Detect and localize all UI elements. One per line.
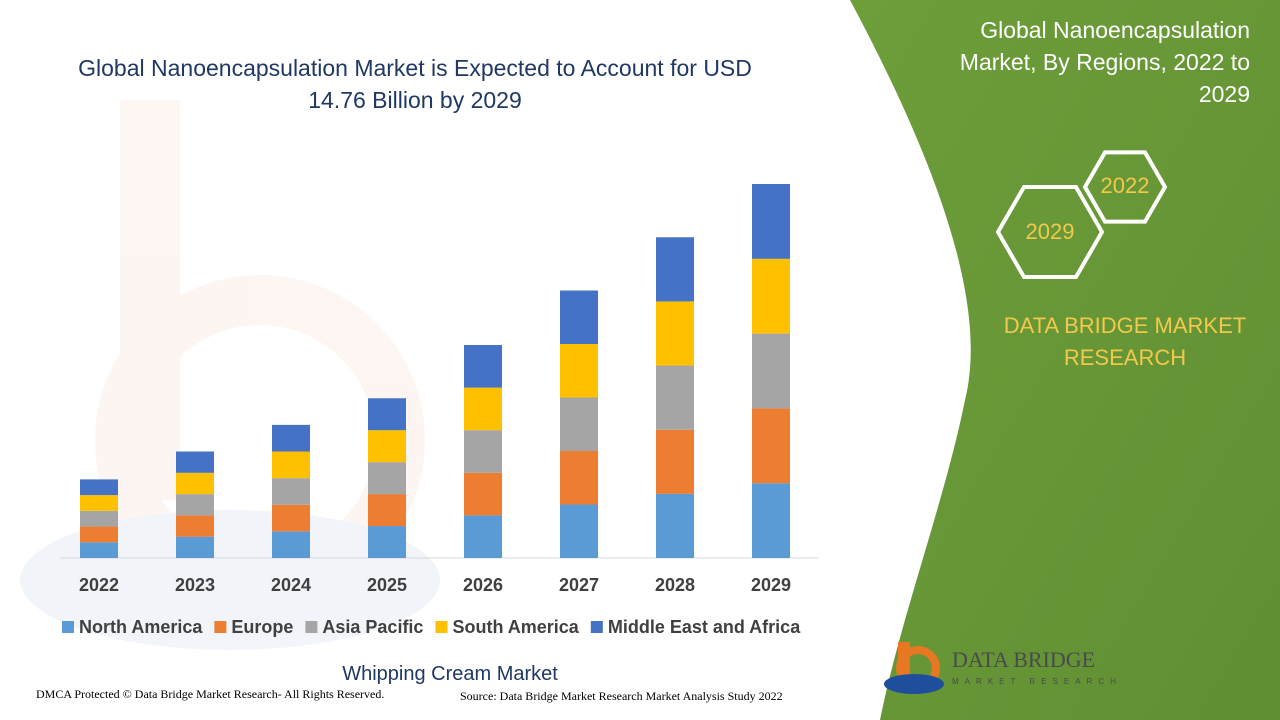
x-tick-label: 2022 <box>79 575 119 595</box>
bar-segment <box>464 515 502 558</box>
legend-swatch <box>305 621 318 633</box>
bar-segment <box>752 408 790 484</box>
logo-tagline: MARKET RESEARCH <box>952 677 1122 686</box>
bar-segment <box>752 333 790 409</box>
legend-swatch <box>62 621 74 633</box>
x-tick-label: 2029 <box>751 575 791 595</box>
bar-segment <box>80 542 118 558</box>
legend-label: Asia Pacific <box>322 617 423 637</box>
legend-swatch <box>435 621 448 633</box>
logo-name: DATA BRIDGE <box>952 647 1095 672</box>
bar-segment <box>80 479 118 496</box>
bar-segment <box>464 430 502 473</box>
copyright: DMCA Protected © Data Bridge Market Rese… <box>36 687 385 701</box>
bar-segment <box>368 462 406 495</box>
bar-segment <box>560 450 598 505</box>
bar-segment <box>464 472 502 516</box>
bar-segment <box>464 345 502 388</box>
x-tick-label: 2028 <box>655 575 695 595</box>
subtitle: Whipping Cream Market <box>342 663 558 685</box>
bar-segment <box>560 343 598 398</box>
bar-segment <box>176 472 214 495</box>
legend-swatch <box>590 621 603 633</box>
legend-label: Europe <box>231 617 293 637</box>
bar-segment <box>80 495 118 511</box>
legend-swatch <box>214 621 227 633</box>
bar-segment <box>368 526 406 558</box>
bar-segment <box>560 397 598 451</box>
hexagon-label: 2029 <box>1026 219 1075 244</box>
bar-segment <box>272 478 310 505</box>
bar-segment <box>176 536 214 558</box>
bar-segment <box>368 398 406 431</box>
plot: 2022 2023 2024 2025 2026 2027 2028 2029 North Am… <box>62 184 801 637</box>
hexagon <box>995 184 1105 280</box>
bar-segment <box>752 184 790 259</box>
bar-segment <box>176 451 214 473</box>
chart-title: Global Nanoencapsulation Market is Expec… <box>78 55 752 113</box>
legend-label: South America <box>452 617 579 637</box>
bar-segment <box>752 258 790 334</box>
x-tick-label: 2026 <box>463 575 503 595</box>
bar-segment <box>272 504 310 532</box>
panel-title: Global Nanoencapsulation Market, By Regi… <box>959 17 1250 107</box>
hexagon-label: 2022 <box>1101 173 1150 198</box>
bar-segment <box>464 387 502 431</box>
bar-segment <box>560 504 598 558</box>
bar-segment <box>272 531 310 558</box>
x-tick-label: 2023 <box>175 575 215 595</box>
bar-segment <box>368 430 406 463</box>
bar-segment <box>80 510 118 527</box>
x-tick-label: 2027 <box>559 575 599 595</box>
bar-segment <box>368 494 406 527</box>
source: Source: Data Bridge Market Research Mark… <box>460 689 783 703</box>
bar-segment <box>560 290 598 344</box>
hexagon <box>1082 150 1168 224</box>
bar-segment <box>80 526 118 543</box>
legend-label: Middle East and Africa <box>608 617 801 637</box>
bar-segment <box>272 424 310 452</box>
bar-segment <box>176 494 214 516</box>
bar-segment <box>656 429 694 494</box>
x-tick-label: 2024 <box>271 575 311 595</box>
bar-segment <box>656 365 694 430</box>
x-tick-label: 2025 <box>367 575 407 595</box>
bar-segment <box>656 237 694 302</box>
logo: DATA BRIDGE MARKET RESEARCH <box>884 642 1122 694</box>
watermark <box>20 100 440 650</box>
bar-segment <box>656 493 694 558</box>
bar-segment <box>656 301 694 366</box>
bar-segment <box>752 483 790 558</box>
brand: DATA BRIDGE MARKET RESEARCH <box>1003 313 1247 370</box>
legend-label: North America <box>79 617 203 637</box>
bar-segment <box>176 515 214 537</box>
green-panel <box>850 0 1280 720</box>
bar-segment <box>272 451 310 479</box>
